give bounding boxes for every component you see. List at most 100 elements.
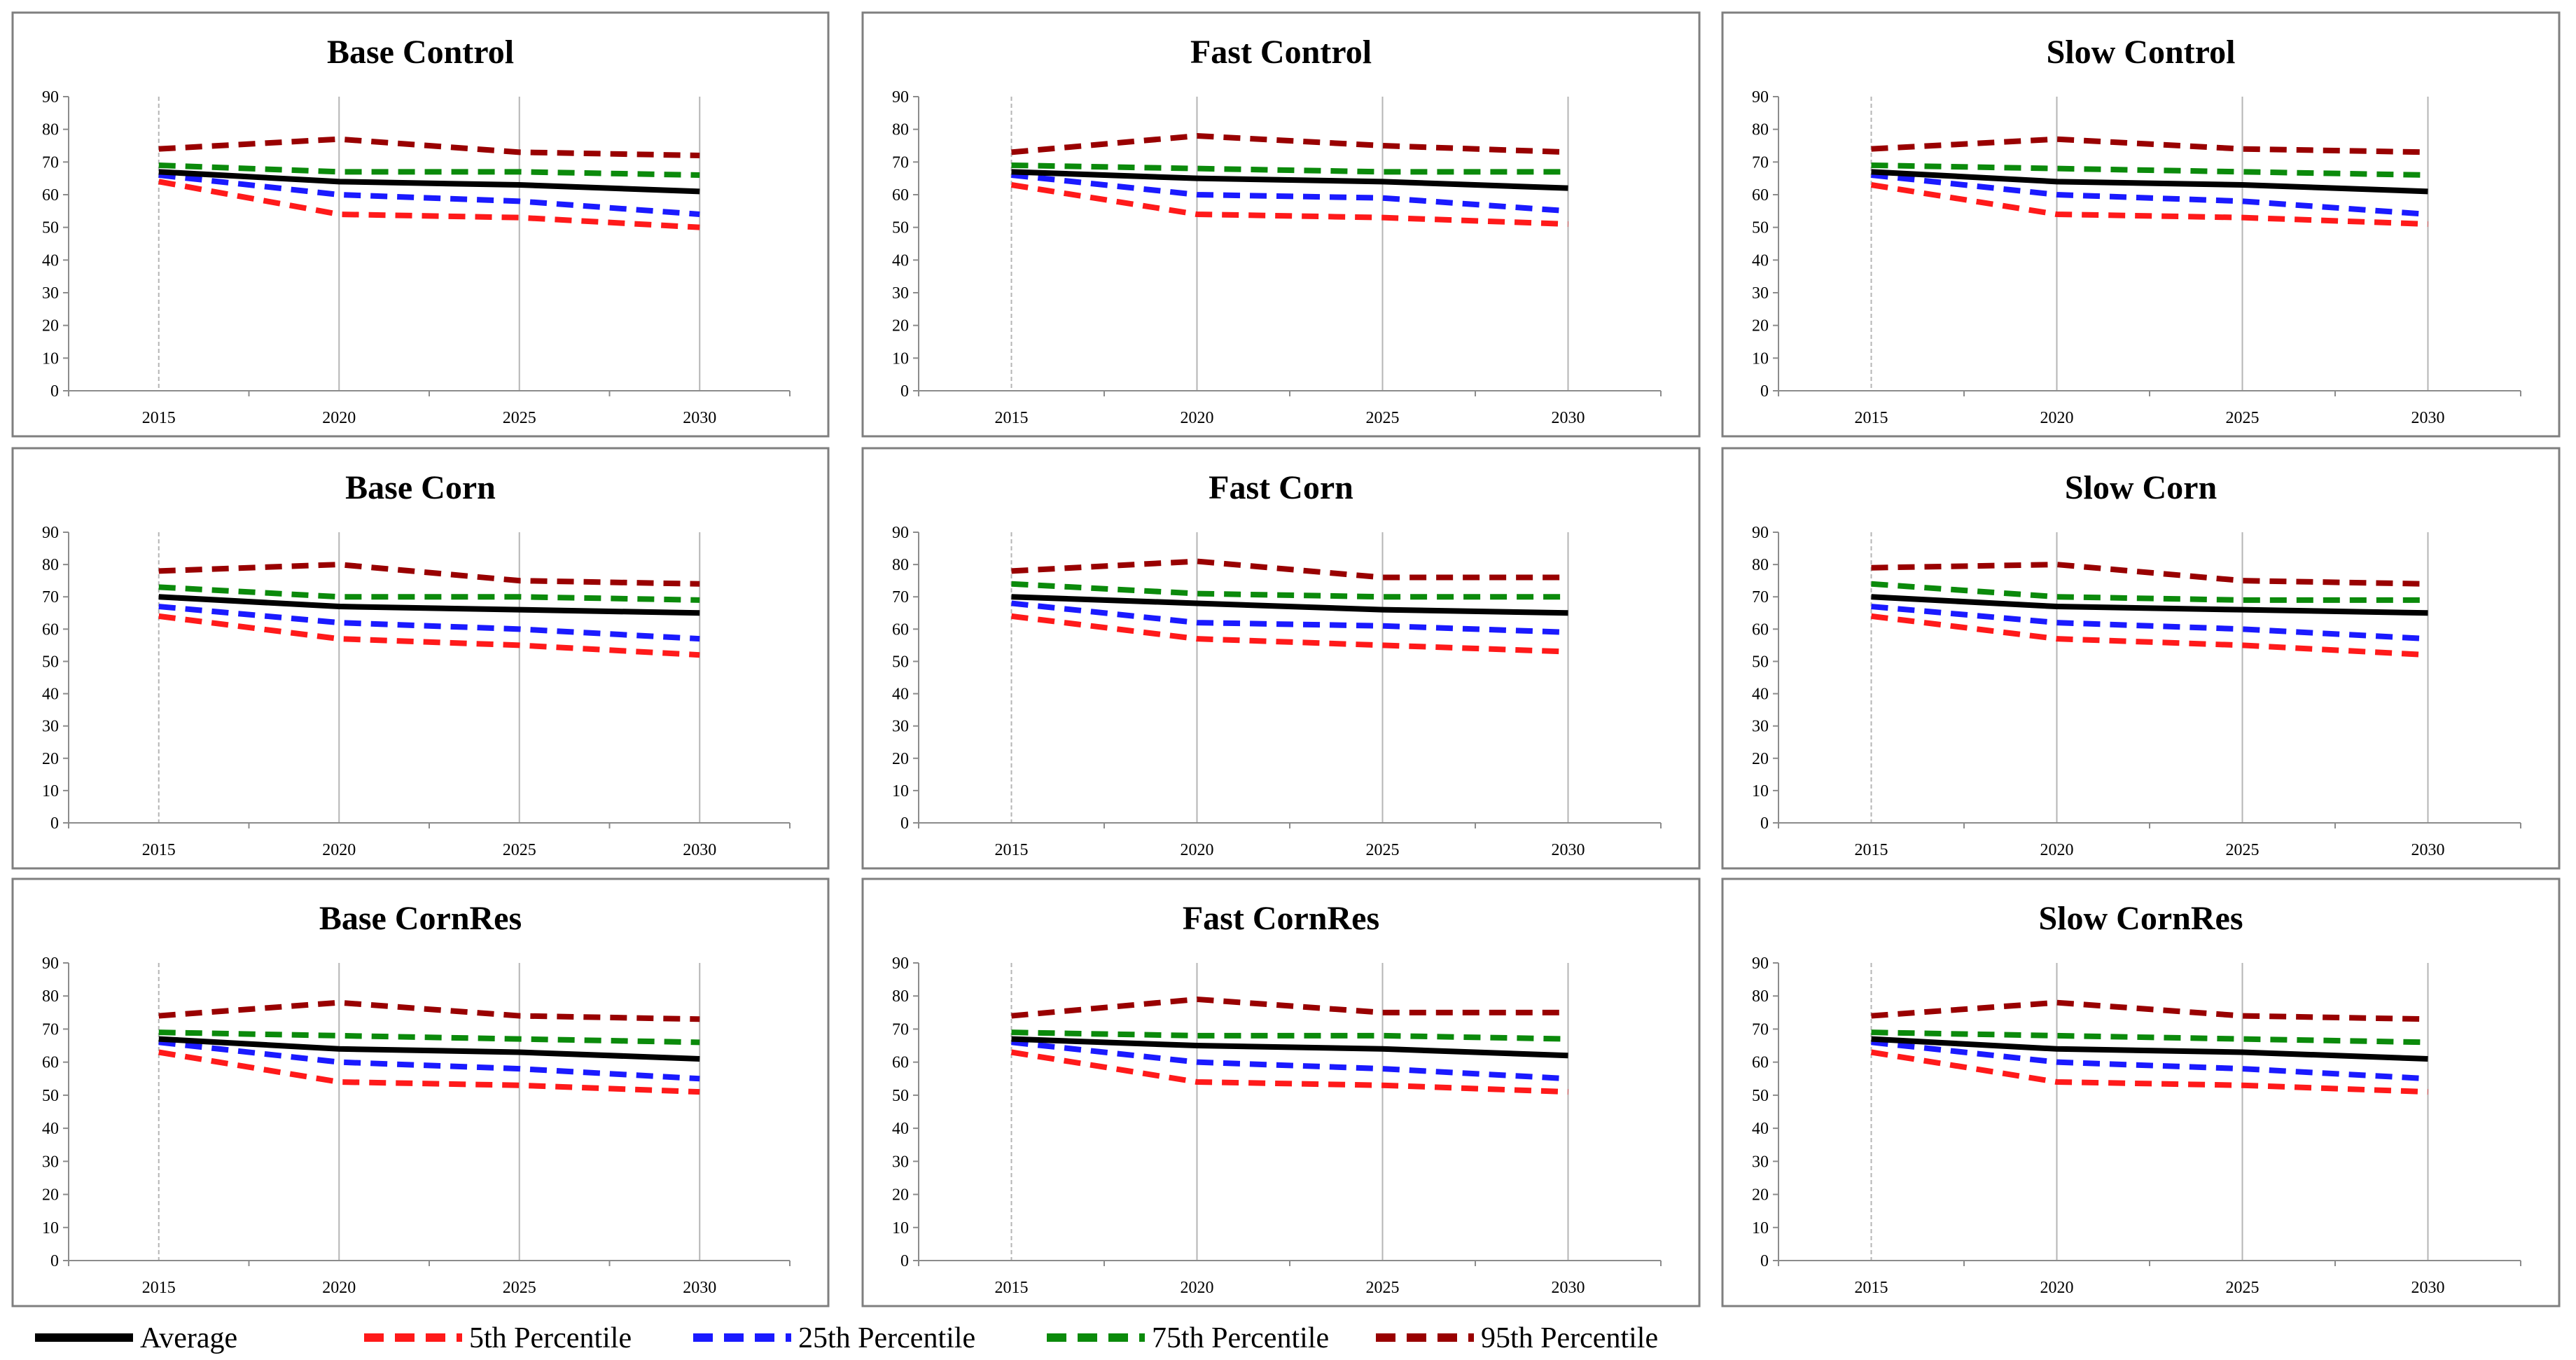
chart-title: Slow Control <box>2047 34 2236 71</box>
series-line-25th-percentile <box>1871 172 2428 217</box>
x-tick-label-2030: 2030 <box>2411 841 2445 859</box>
y-tick-label-0: 0 <box>50 382 59 401</box>
y-tick-label-90: 90 <box>892 955 909 973</box>
y-tick-label-20: 20 <box>1752 317 1769 335</box>
y-tick-label-60: 60 <box>42 186 59 204</box>
y-tick-label-40: 40 <box>42 686 59 704</box>
series-line-95th-percentile <box>1871 999 2428 1022</box>
x-tick-label-2020: 2020 <box>2040 409 2074 427</box>
series-line-95th-percentile <box>158 562 700 587</box>
y-tick-label-20: 20 <box>892 1186 909 1205</box>
y-tick-label-40: 40 <box>892 251 909 270</box>
panel-border <box>861 447 1701 870</box>
chart-title: Base Control <box>327 34 514 71</box>
x-tick-label-2015: 2015 <box>142 1279 176 1297</box>
y-tick-label-40: 40 <box>1752 686 1769 704</box>
y-tick-label-70: 70 <box>1752 153 1769 172</box>
y-tick-label-80: 80 <box>42 121 59 139</box>
panel-border <box>861 11 1701 438</box>
y-tick-label-30: 30 <box>42 718 59 736</box>
legend-label: 75th Percentile <box>1152 1322 1329 1354</box>
y-tick-label-70: 70 <box>42 153 59 172</box>
x-tick-label-2020: 2020 <box>1181 841 1214 859</box>
y-tick-label-60: 60 <box>1752 186 1769 204</box>
x-tick-label-2030: 2030 <box>1552 1279 1585 1297</box>
y-tick-label-50: 50 <box>42 219 59 237</box>
series-line-5th-percentile <box>1870 1049 2428 1095</box>
x-tick-label-2025: 2025 <box>2226 409 2260 427</box>
x-tick-label-2025: 2025 <box>503 1279 536 1297</box>
y-tick-label-20: 20 <box>892 750 909 768</box>
series-line-average <box>1871 594 2428 616</box>
x-tick-label-2015: 2015 <box>1855 1279 1888 1297</box>
y-tick-label-50: 50 <box>1752 1087 1769 1105</box>
y-tick-label-10: 10 <box>892 1219 909 1237</box>
panel-border <box>1721 877 2561 1307</box>
y-tick-label-10: 10 <box>1752 1219 1769 1237</box>
x-tick-label-2025: 2025 <box>2226 841 2260 859</box>
series-line-95th-percentile <box>1011 133 1568 155</box>
x-tick-label-2015: 2015 <box>1855 409 1888 427</box>
panel-border <box>11 877 830 1307</box>
y-tick-label-30: 30 <box>42 1153 59 1171</box>
series-line-5th-percentile <box>158 613 700 658</box>
y-tick-label-0: 0 <box>900 814 909 833</box>
y-tick-label-90: 90 <box>42 955 59 973</box>
x-tick-label-2020: 2020 <box>2040 1279 2074 1297</box>
series-line-5th-percentile <box>1010 182 1568 227</box>
y-tick-label-60: 60 <box>1752 1054 1769 1072</box>
x-tick-label-2015: 2015 <box>142 841 176 859</box>
series-line-95th-percentile <box>1011 996 1568 1019</box>
panel-border <box>861 877 1701 1307</box>
series-line-5th-percentile <box>1011 613 1568 655</box>
series-line-75th-percentile <box>1871 162 2428 178</box>
y-tick-label-80: 80 <box>42 987 59 1006</box>
series-line-25th-percentile <box>1011 1039 1568 1082</box>
y-tick-label-40: 40 <box>892 686 909 704</box>
series-line-25th-percentile <box>1871 604 2428 642</box>
x-tick-label-2015: 2015 <box>995 1279 1029 1297</box>
y-tick-label-40: 40 <box>1752 251 1769 270</box>
series-line-75th-percentile <box>158 162 700 178</box>
chart-title: Slow CornRes <box>2038 900 2243 937</box>
y-tick-label-70: 70 <box>42 1020 59 1039</box>
y-tick-label-90: 90 <box>892 524 909 542</box>
y-tick-label-30: 30 <box>892 718 909 736</box>
series-line-25th-percentile <box>158 604 700 642</box>
y-tick-label-20: 20 <box>892 317 909 335</box>
x-tick-label-2025: 2025 <box>2226 1279 2260 1297</box>
chart-title: Base Corn <box>345 469 496 506</box>
series-line-average <box>158 169 700 195</box>
y-tick-label-20: 20 <box>42 317 59 335</box>
y-tick-label-20: 20 <box>1752 750 1769 768</box>
y-tick-label-60: 60 <box>1752 620 1769 639</box>
y-tick-label-50: 50 <box>1752 653 1769 671</box>
legend-label: Average <box>140 1322 237 1354</box>
y-tick-label-90: 90 <box>1752 524 1769 542</box>
y-tick-label-80: 80 <box>42 556 59 574</box>
y-tick-label-50: 50 <box>42 653 59 671</box>
y-tick-label-70: 70 <box>1752 588 1769 606</box>
y-tick-label-70: 70 <box>892 588 909 606</box>
y-tick-label-20: 20 <box>1752 1186 1769 1205</box>
series-line-5th-percentile <box>1010 1049 1568 1095</box>
legend-label: 95th Percentile <box>1481 1322 1658 1354</box>
y-tick-label-0: 0 <box>1760 1252 1769 1270</box>
panel-border <box>1721 11 2561 438</box>
y-tick-label-0: 0 <box>50 814 59 833</box>
series-line-average <box>1871 169 2428 195</box>
y-tick-label-10: 10 <box>1752 782 1769 800</box>
y-tick-label-70: 70 <box>892 1020 909 1039</box>
y-tick-label-10: 10 <box>42 349 59 368</box>
legend-item-25th-percentile: 25th Percentile <box>693 1322 975 1354</box>
series-line-average <box>1011 1036 1568 1059</box>
legend-label: 25th Percentile <box>798 1322 975 1354</box>
x-tick-label-2020: 2020 <box>322 1279 356 1297</box>
y-tick-label-20: 20 <box>42 1186 59 1205</box>
y-tick-label-0: 0 <box>900 382 909 401</box>
legend-item-average: Average <box>35 1322 237 1354</box>
